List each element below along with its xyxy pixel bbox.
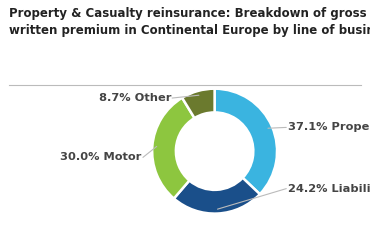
Wedge shape — [152, 98, 195, 199]
Text: Property & Casualty reinsurance: Breakdown of gross
written premium in Continent: Property & Casualty reinsurance: Breakdo… — [9, 7, 370, 37]
Text: 37.1% Property: 37.1% Property — [288, 123, 370, 132]
Text: 24.2% Liability: 24.2% Liability — [288, 184, 370, 194]
Wedge shape — [174, 178, 260, 214]
Wedge shape — [215, 89, 277, 194]
Wedge shape — [182, 89, 215, 118]
Text: 30.0% Motor: 30.0% Motor — [60, 152, 141, 162]
Text: 8.7% Other: 8.7% Other — [99, 93, 171, 103]
